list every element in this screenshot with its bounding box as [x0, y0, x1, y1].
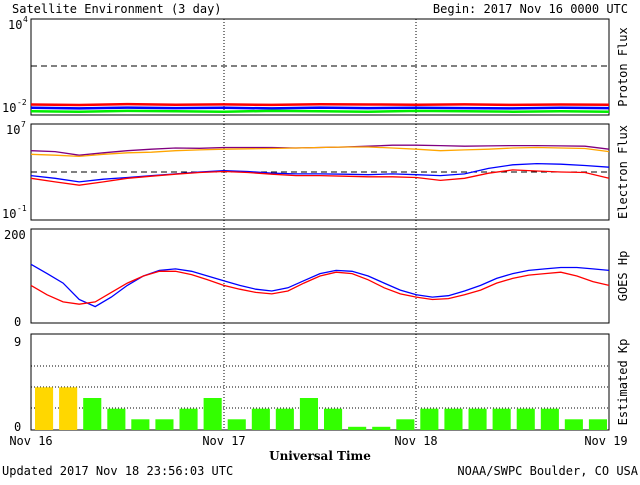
- kp-bar: [131, 419, 150, 430]
- kp-bar: [179, 408, 198, 430]
- kp-bar: [420, 408, 439, 430]
- kp-bar: [588, 419, 607, 430]
- updated-timestamp: Updated 2017 Nov 18 23:56:03 UTC: [2, 464, 233, 478]
- series-line-red: [30, 102, 610, 107]
- electron-ytick-top-exp: 7: [21, 120, 26, 129]
- kp-bar: [324, 408, 343, 430]
- electron-flux-label: Electron Flux: [616, 125, 630, 219]
- series-line-orange: [30, 146, 610, 158]
- kp-bar: [35, 387, 54, 430]
- kp-bar: [348, 426, 367, 430]
- kp-bar: [251, 408, 270, 430]
- kp-bar: [203, 398, 222, 430]
- goes-hp-series: [30, 263, 610, 308]
- proton-ytick-bottom: 10: [2, 101, 16, 115]
- series-line-red: [30, 270, 610, 305]
- kp-bar: [444, 408, 463, 430]
- kp-panel-frame: [30, 333, 610, 431]
- electron-ytick-top: 10: [6, 123, 20, 137]
- kp-bar: [492, 408, 511, 430]
- proton-panel-frame: [30, 18, 610, 116]
- credit-text: NOAA/SWPC Boulder, CO USA: [457, 464, 638, 478]
- kp-bar: [275, 408, 294, 430]
- hp-ytick-top: 200: [4, 228, 26, 242]
- proton-ytick-top: 10: [8, 18, 22, 32]
- kp-bar: [540, 408, 559, 430]
- proton-ytick-bottom-exp: -2: [17, 98, 27, 107]
- xtick-nov17: Nov 17: [202, 434, 245, 448]
- goes-hp-panel-frame: [30, 228, 610, 324]
- begin-time: Begin: 2017 Nov 16 0000 UTC: [433, 2, 628, 16]
- xtick-nov18: Nov 18: [394, 434, 437, 448]
- hp-ytick-bottom: 0: [14, 315, 21, 329]
- kp-bar: [83, 398, 102, 430]
- x-axis-label: Universal Time: [269, 449, 371, 463]
- proton-ytick-top-exp: 4: [23, 15, 28, 24]
- kp-bar: [107, 408, 126, 430]
- kp-bar: [372, 426, 391, 430]
- kp-bar: [59, 387, 78, 430]
- kp-ytick-bottom: 0: [14, 420, 21, 434]
- series-line-red: [30, 169, 610, 186]
- estimated-kp-label: Estimated Kp: [616, 339, 630, 426]
- proton-series: [30, 102, 610, 113]
- plot-title: Satellite Environment (3 day): [12, 2, 222, 16]
- proton-flux-label: Proton Flux: [616, 27, 630, 106]
- kp-bar: [155, 419, 174, 430]
- electron-ytick-bottom: 10: [2, 207, 16, 221]
- series-line-blue: [30, 162, 610, 183]
- kp-bar: [227, 419, 246, 430]
- kp-bar: [396, 419, 415, 430]
- electron-ytick-bottom-exp: -1: [17, 204, 27, 213]
- kp-ytick-top: 9: [14, 335, 21, 349]
- series-line-green: [30, 109, 610, 113]
- kp-gridlines: [31, 365, 609, 409]
- kp-bar: [516, 408, 535, 430]
- kp-bars: [35, 387, 607, 430]
- xtick-nov19: Nov 19: [584, 434, 627, 448]
- goes-hp-label: GOES Hp: [616, 251, 630, 302]
- series-line-blue: [30, 263, 610, 308]
- series-line-blue: [30, 106, 610, 110]
- kp-bar: [299, 398, 318, 430]
- kp-bar: [564, 419, 583, 430]
- electron-series: [30, 144, 610, 186]
- day-dividers: [223, 19, 417, 430]
- xtick-nov16: Nov 16: [9, 434, 52, 448]
- kp-bar: [468, 408, 487, 430]
